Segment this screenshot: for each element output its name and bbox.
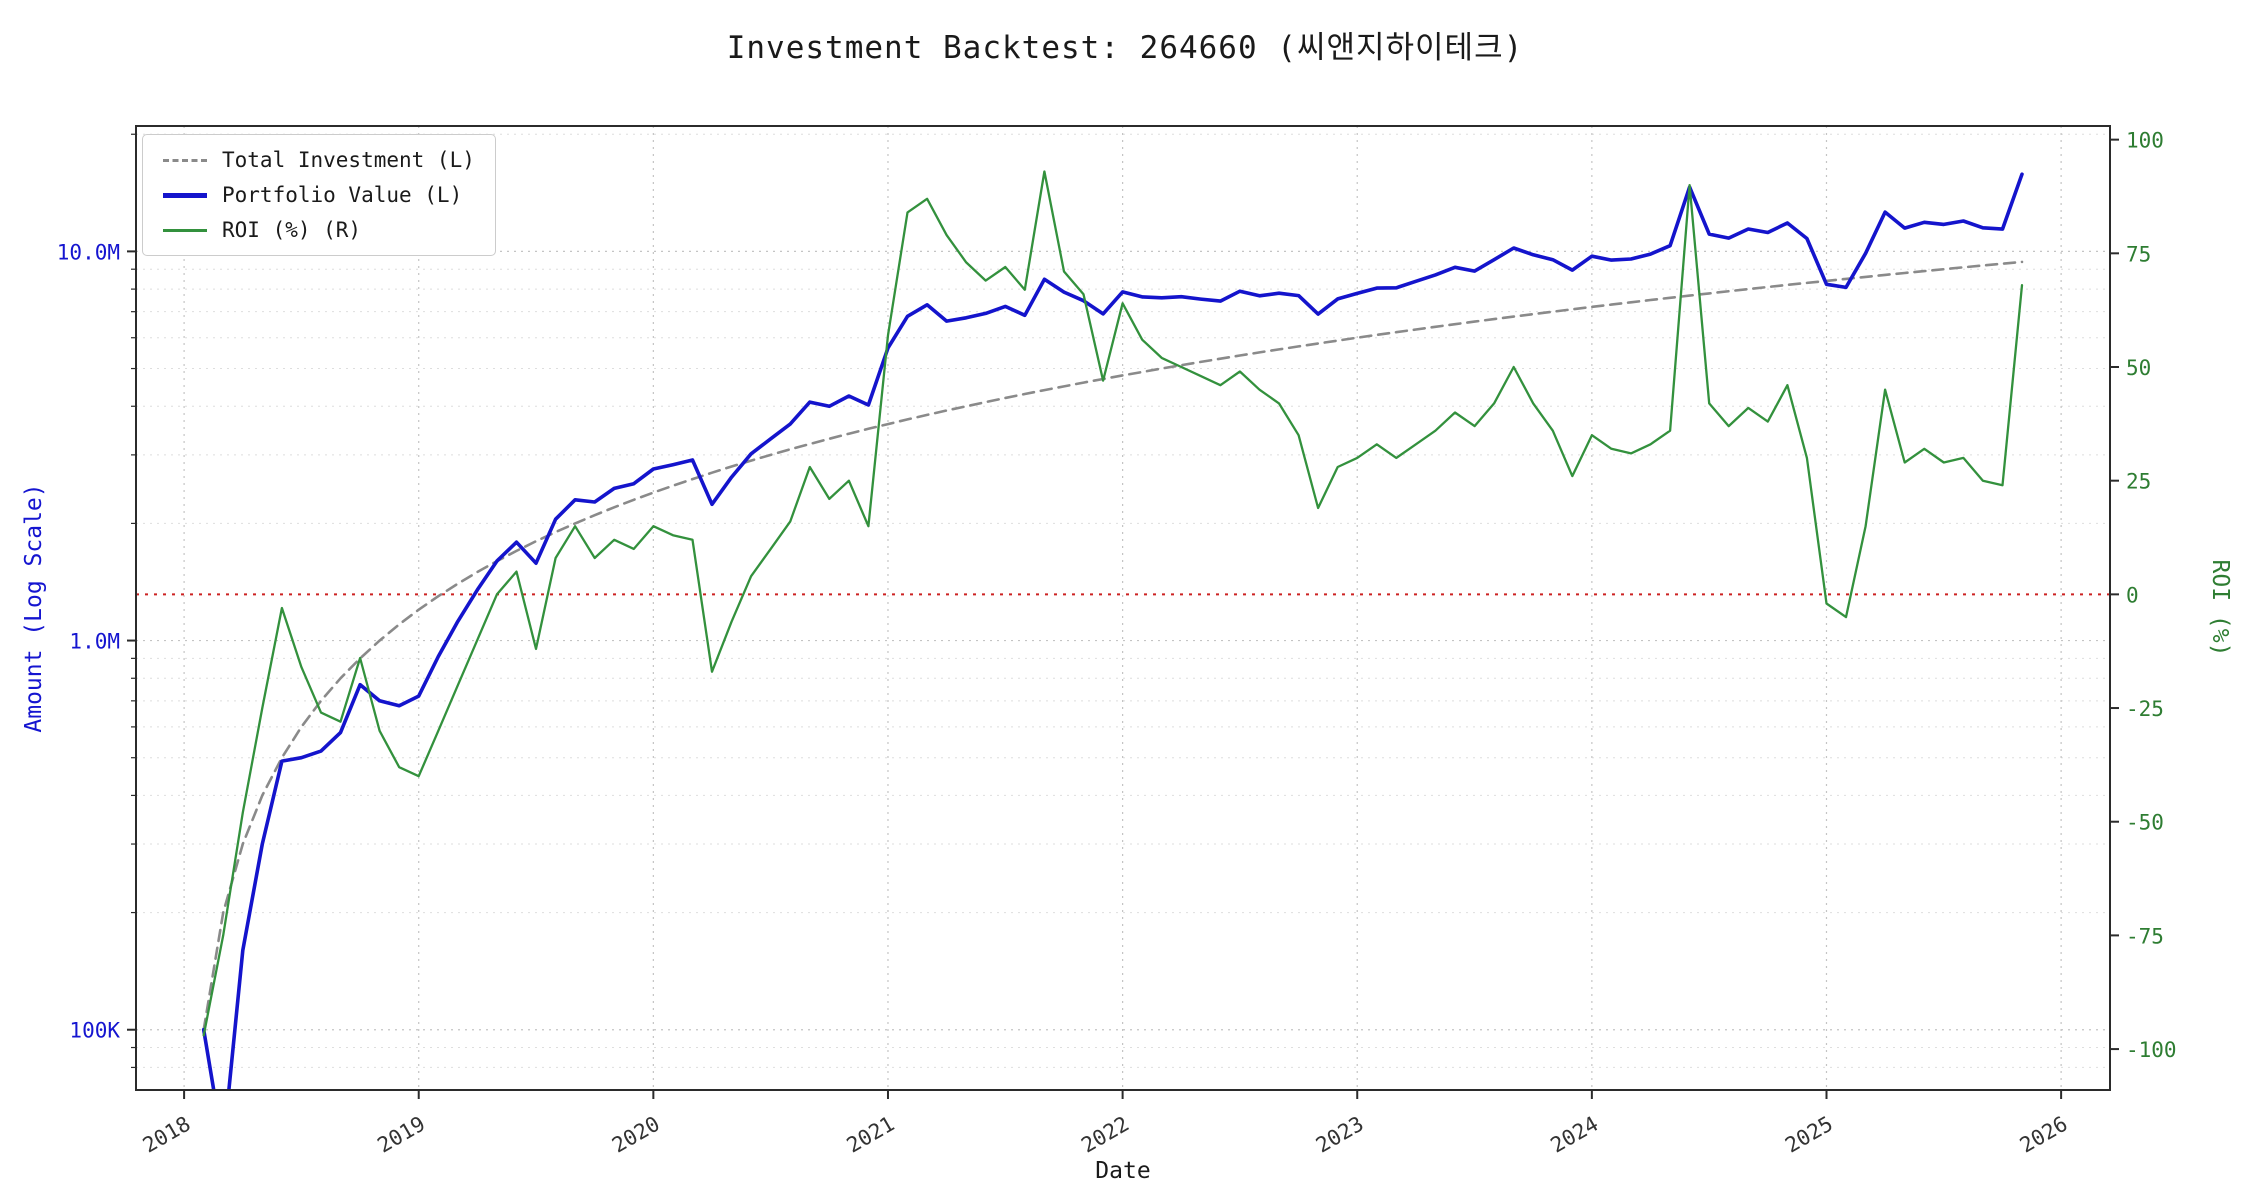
legend-item-roi: ROI (%) (R)	[163, 218, 475, 242]
gridlines	[136, 126, 2110, 1090]
portfolio-value-line	[201, 172, 2024, 1090]
svg-text:1.0M: 1.0M	[69, 630, 120, 654]
svg-text:-50: -50	[2126, 811, 2164, 835]
svg-text:2022: 2022	[1077, 1112, 1133, 1158]
svg-text:50: 50	[2126, 356, 2151, 380]
y-axis-left-ticks: 100K 1.0M 10.0M	[57, 133, 136, 1069]
legend-label: ROI (%) (R)	[222, 218, 362, 242]
svg-text:2019: 2019	[373, 1112, 429, 1158]
svg-text:-25: -25	[2126, 697, 2164, 721]
svg-text:2021: 2021	[843, 1112, 899, 1158]
roi-line	[202, 170, 2024, 1037]
dashed-line-sample-icon	[163, 158, 207, 162]
svg-text:2023: 2023	[1312, 1112, 1368, 1158]
legend-label: Total Investment (L)	[222, 148, 475, 172]
legend-item-total-investment: Total Investment (L)	[163, 148, 475, 172]
svg-text:2025: 2025	[1781, 1112, 1837, 1158]
svg-text:2026: 2026	[2016, 1112, 2072, 1158]
svg-text:2020: 2020	[608, 1112, 664, 1158]
chart-legend: Total Investment (L) Portfolio Value (L)…	[142, 134, 496, 256]
svg-text:25: 25	[2126, 470, 2151, 494]
svg-text:100K: 100K	[69, 1019, 120, 1043]
legend-item-portfolio-value: Portfolio Value (L)	[163, 183, 475, 207]
svg-text:100: 100	[2126, 129, 2164, 153]
svg-text:2024: 2024	[1547, 1112, 1603, 1158]
x-axis-ticks: 2018 2019 2020 2021 2022 2023 2024 2025 2026	[139, 1090, 2072, 1158]
solid-line-sample-icon	[163, 228, 207, 232]
y-axis-left-label: Amount (Log Scale)	[21, 483, 47, 733]
total-investment-line	[202, 260, 2024, 1031]
svg-text:-75: -75	[2126, 924, 2164, 948]
svg-text:2018: 2018	[139, 1112, 195, 1158]
svg-text:75: 75	[2126, 242, 2151, 266]
svg-text:-100: -100	[2126, 1038, 2177, 1062]
svg-text:0: 0	[2126, 583, 2139, 607]
chart-title: Investment Backtest: 264660 (씨앤지하이테크)	[726, 30, 1524, 66]
solid-line-sample-icon	[163, 192, 207, 198]
legend-label: Portfolio Value (L)	[222, 183, 463, 207]
series-lines	[201, 170, 2024, 1090]
x-axis-label: Date	[1095, 1158, 1151, 1184]
y-axis-right-ticks: -100 -75 -50 -25 0 25 50 75 100	[2110, 129, 2177, 1062]
svg-text:10.0M: 10.0M	[57, 240, 120, 264]
y-axis-right-label: ROI (%)	[2207, 559, 2233, 657]
